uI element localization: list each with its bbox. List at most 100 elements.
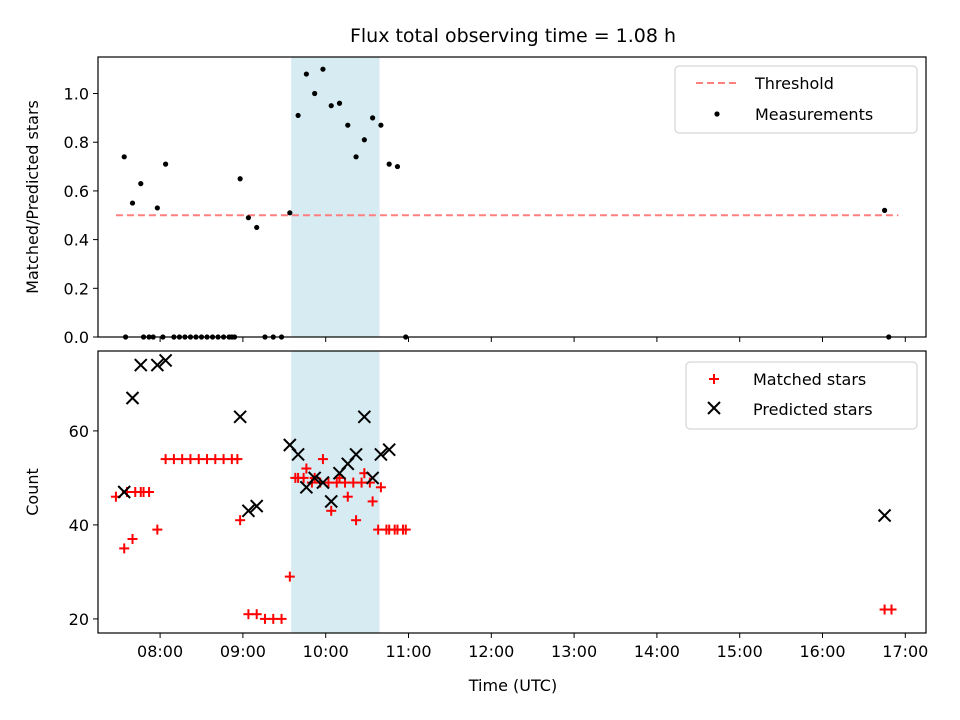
measurement-point <box>882 207 888 213</box>
legend-measurements-swatch <box>714 111 720 117</box>
bottom-y-ticks: 20 40 60 <box>69 422 98 629</box>
predicted-star-point <box>158 353 173 368</box>
matched-star-point <box>326 505 337 516</box>
x-tick-label: 17:00 <box>882 642 928 661</box>
matched-star-point <box>152 524 163 535</box>
measurement-point <box>370 115 376 121</box>
measurement-point <box>245 215 252 221</box>
predicted-star-point <box>233 410 247 424</box>
matched-star-point <box>251 609 262 620</box>
bottom-marks <box>110 353 897 624</box>
legend-predicted-label: Predicted stars <box>753 400 873 419</box>
measurement-point <box>345 122 351 128</box>
y-tick-label: 40 <box>69 516 89 535</box>
predicted-star-point <box>125 391 140 405</box>
bottom-panel: 08:00 09:00 10:00 11:00 12:00 13:00 14:00 15:00… <box>23 350 928 695</box>
predicted-star-point <box>374 447 388 462</box>
measurement-point <box>121 154 127 160</box>
top-plot-frame <box>97 56 927 338</box>
matched-star-point <box>298 472 309 483</box>
matched-star-point <box>375 482 386 493</box>
measurement-point <box>287 210 293 216</box>
matched-star-point <box>397 524 408 535</box>
measurement-point <box>138 181 144 187</box>
predicted-star-point <box>365 471 380 485</box>
measurement-point <box>386 161 392 167</box>
measurement-point <box>154 205 160 211</box>
predicted-star-point <box>307 471 322 485</box>
x-tick-label: 13:00 <box>551 642 597 661</box>
top-panel: 0.0 0.2 0.4 0.6 0.8 1.0 Matched/Predicted sta… <box>23 56 927 347</box>
y-tick-label: 0.8 <box>64 133 89 152</box>
matched-star-point <box>301 463 312 474</box>
measurement-point <box>328 103 334 109</box>
matched-star-point <box>276 613 287 624</box>
x-tick-label: 16:00 <box>799 642 845 661</box>
matched-star-point <box>367 496 378 507</box>
matched-star-point <box>317 454 328 465</box>
y-tick-label: 1.0 <box>64 85 89 104</box>
matched-star-point <box>119 543 130 554</box>
measurement-point <box>320 66 326 72</box>
bottom-plot-frame <box>97 350 927 634</box>
bottom-x-ticks: 08:00 09:00 10:00 11:00 12:00 13:00 14:00 15:00… <box>137 633 928 661</box>
x-tick-label: 08:00 <box>137 642 183 661</box>
predicted-star-point <box>382 442 396 457</box>
top-x-ticks <box>159 337 906 342</box>
x-tick-label: 14:00 <box>634 642 680 661</box>
measurement-point <box>254 224 260 231</box>
matched-star-point <box>127 534 138 544</box>
measurement-point <box>394 163 401 170</box>
predicted-star-point <box>117 485 131 499</box>
predicted-star-point <box>324 494 338 509</box>
legend-matched-label: Matched stars <box>753 370 866 389</box>
x-tick-label: 11:00 <box>385 642 431 661</box>
y-tick-label: 0.2 <box>64 279 89 298</box>
y-tick-label: 0.0 <box>64 328 89 347</box>
measurement-point <box>295 112 301 119</box>
y-tick-label: 0.6 <box>64 182 89 201</box>
bottom-legend: Matched stars Predicted stars <box>685 361 918 430</box>
legend-matched-swatch <box>709 374 719 384</box>
matched-star-point <box>232 454 243 465</box>
matched-star-point <box>235 515 246 526</box>
measurement-point <box>336 100 343 106</box>
predicted-star-point <box>349 447 363 462</box>
y-tick-label: 60 <box>69 422 89 441</box>
measurement-point <box>303 71 309 77</box>
predicted-star-point <box>291 447 305 462</box>
top-y-axis-label: Matched/Predicted stars <box>23 100 42 294</box>
x-tick-label: 09:00 <box>220 642 266 661</box>
measurement-point <box>353 154 359 160</box>
predicted-star-point <box>877 508 892 523</box>
legend-threshold-label: Threshold <box>754 74 834 93</box>
predicted-star-point <box>134 358 148 372</box>
chart-title: Flux total observing time = 1.08 h <box>350 25 676 47</box>
measurement-point <box>163 161 169 167</box>
bottom-shaded-span <box>291 351 380 633</box>
matched-star-point <box>284 571 295 582</box>
matched-star-point <box>342 491 353 502</box>
y-tick-label: 20 <box>69 610 89 629</box>
matched-star-point <box>351 515 362 526</box>
x-axis-label: Time (UTC) <box>468 676 557 695</box>
matched-star-point <box>138 487 149 497</box>
measurement-point <box>361 137 367 143</box>
x-tick-label: 10:00 <box>303 642 349 661</box>
bottom-y-axis-label: Count <box>23 468 42 516</box>
predicted-star-point <box>150 358 165 372</box>
predicted-star-point <box>316 475 330 490</box>
legend-measurements-label: Measurements <box>755 105 873 124</box>
legend-predicted-swatch <box>707 401 721 415</box>
top-legend: Threshold Measurements <box>674 65 918 134</box>
top-shaded-span <box>291 57 380 337</box>
measurement-point <box>129 200 136 206</box>
predicted-star-point <box>241 504 256 518</box>
x-tick-label: 15:00 <box>717 642 763 661</box>
measurement-point <box>237 176 243 182</box>
top-y-ticks: 0.0 0.2 0.4 0.6 0.8 1.0 <box>64 85 98 347</box>
measurement-point <box>378 122 384 128</box>
predicted-star-point <box>249 499 264 513</box>
predicted-star-point <box>357 410 372 424</box>
